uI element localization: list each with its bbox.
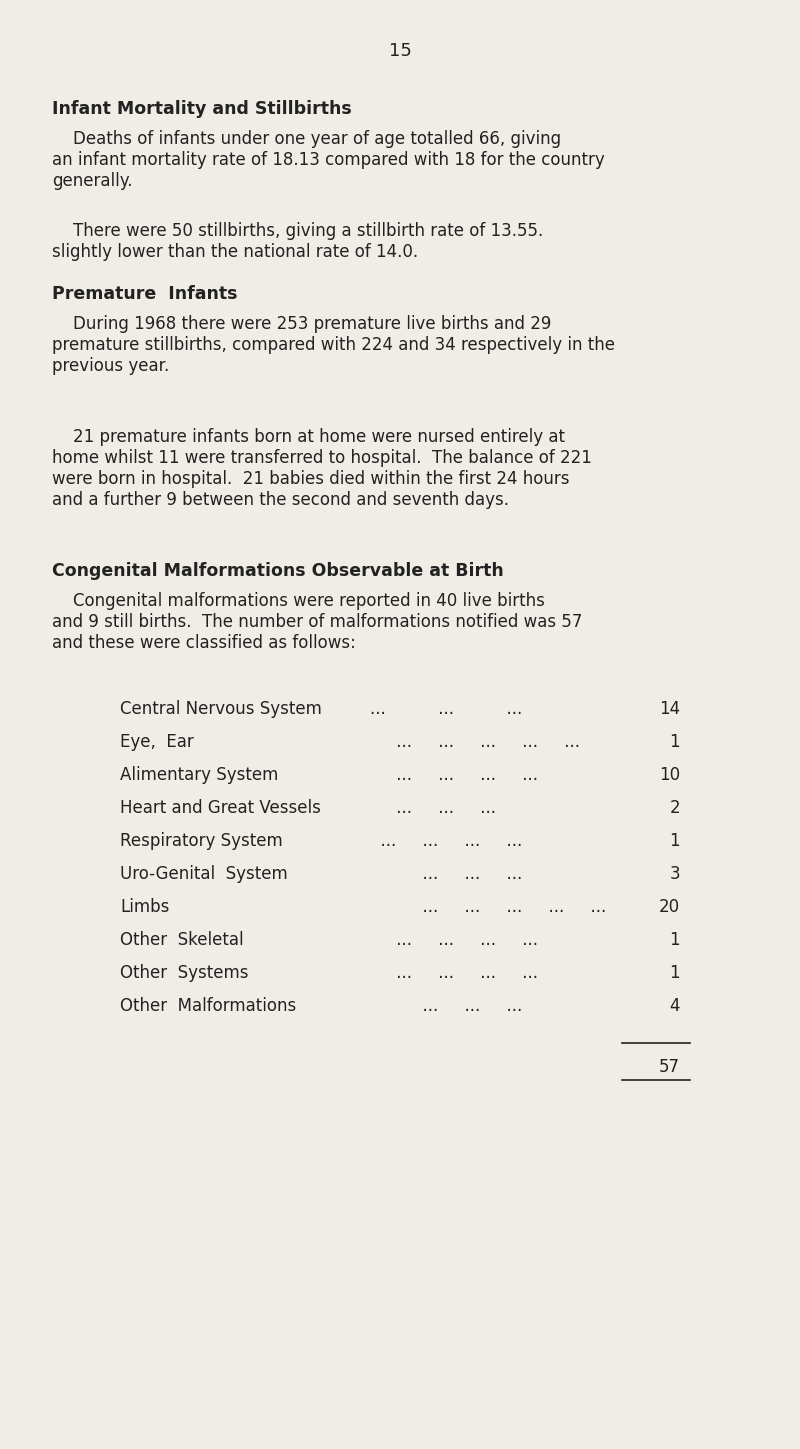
Text: Other  Malformations: Other Malformations (120, 997, 296, 1014)
Text: and a further 9 between the second and seventh days.: and a further 9 between the second and s… (52, 491, 509, 509)
Text: Uro-Genital  System: Uro-Genital System (120, 865, 288, 882)
Text: ...     ...     ...: ... ... ... (370, 865, 522, 882)
Text: During 1968 there were 253 premature live births and 29: During 1968 there were 253 premature liv… (52, 314, 551, 333)
Text: ...     ...     ...     ...     ...: ... ... ... ... ... (370, 898, 606, 916)
Text: and these were classified as follows:: and these were classified as follows: (52, 635, 356, 652)
Text: Eye,  Ear: Eye, Ear (120, 733, 194, 751)
Text: and 9 still births.  The number of malformations notified was 57: and 9 still births. The number of malfor… (52, 613, 582, 630)
Text: Alimentary System: Alimentary System (120, 767, 278, 784)
Text: Premature  Infants: Premature Infants (52, 285, 238, 303)
Text: Infant Mortality and Stillbirths: Infant Mortality and Stillbirths (52, 100, 352, 117)
Text: Central Nervous System: Central Nervous System (120, 700, 322, 719)
Text: ...     ...     ...     ...: ... ... ... ... (370, 964, 538, 982)
Text: ...     ...     ...     ...     ...: ... ... ... ... ... (370, 733, 580, 751)
Text: Respiratory System: Respiratory System (120, 832, 282, 851)
Text: ...     ...     ...: ... ... ... (370, 997, 522, 1014)
Text: ...          ...          ...: ... ... ... (370, 700, 522, 719)
Text: 20: 20 (659, 898, 680, 916)
Text: 57: 57 (659, 1058, 680, 1077)
Text: 2: 2 (670, 798, 680, 817)
Text: 1: 1 (670, 932, 680, 949)
Text: ...     ...     ...     ...: ... ... ... ... (370, 767, 538, 784)
Text: Other  Skeletal: Other Skeletal (120, 932, 244, 949)
Text: 15: 15 (389, 42, 411, 59)
Text: 1: 1 (670, 733, 680, 751)
Text: Limbs: Limbs (120, 898, 170, 916)
Text: There were 50 stillbirths, giving a stillbirth rate of 13.55.: There were 50 stillbirths, giving a stil… (52, 222, 543, 241)
Text: 10: 10 (659, 767, 680, 784)
Text: Congenital Malformations Observable at Birth: Congenital Malformations Observable at B… (52, 562, 504, 580)
Text: generally.: generally. (52, 172, 133, 190)
Text: ...     ...     ...: ... ... ... (370, 798, 496, 817)
Text: previous year.: previous year. (52, 356, 170, 375)
Text: were born in hospital.  21 babies died within the first 24 hours: were born in hospital. 21 babies died wi… (52, 469, 570, 488)
Text: ...     ...     ...     ...: ... ... ... ... (370, 832, 522, 851)
Text: Congenital malformations were reported in 40 live births: Congenital malformations were reported i… (52, 593, 545, 610)
Text: 3: 3 (670, 865, 680, 882)
Text: Other  Systems: Other Systems (120, 964, 249, 982)
Text: slightly lower than the national rate of 14.0.: slightly lower than the national rate of… (52, 243, 418, 261)
Text: home whilst 11 were transferred to hospital.  The balance of 221: home whilst 11 were transferred to hospi… (52, 449, 592, 467)
Text: 21 premature infants born at home were nursed entirely at: 21 premature infants born at home were n… (52, 427, 565, 446)
Text: 14: 14 (659, 700, 680, 719)
Text: premature stillbirths, compared with 224 and 34 respectively in the: premature stillbirths, compared with 224… (52, 336, 615, 354)
Text: Heart and Great Vessels: Heart and Great Vessels (120, 798, 321, 817)
Text: ...     ...     ...     ...: ... ... ... ... (370, 932, 538, 949)
Text: 1: 1 (670, 832, 680, 851)
Text: Deaths of infants under one year of age totalled 66, giving: Deaths of infants under one year of age … (52, 130, 561, 148)
Text: 1: 1 (670, 964, 680, 982)
Text: 4: 4 (670, 997, 680, 1014)
Text: an infant mortality rate of 18.13 compared with 18 for the country: an infant mortality rate of 18.13 compar… (52, 151, 605, 170)
